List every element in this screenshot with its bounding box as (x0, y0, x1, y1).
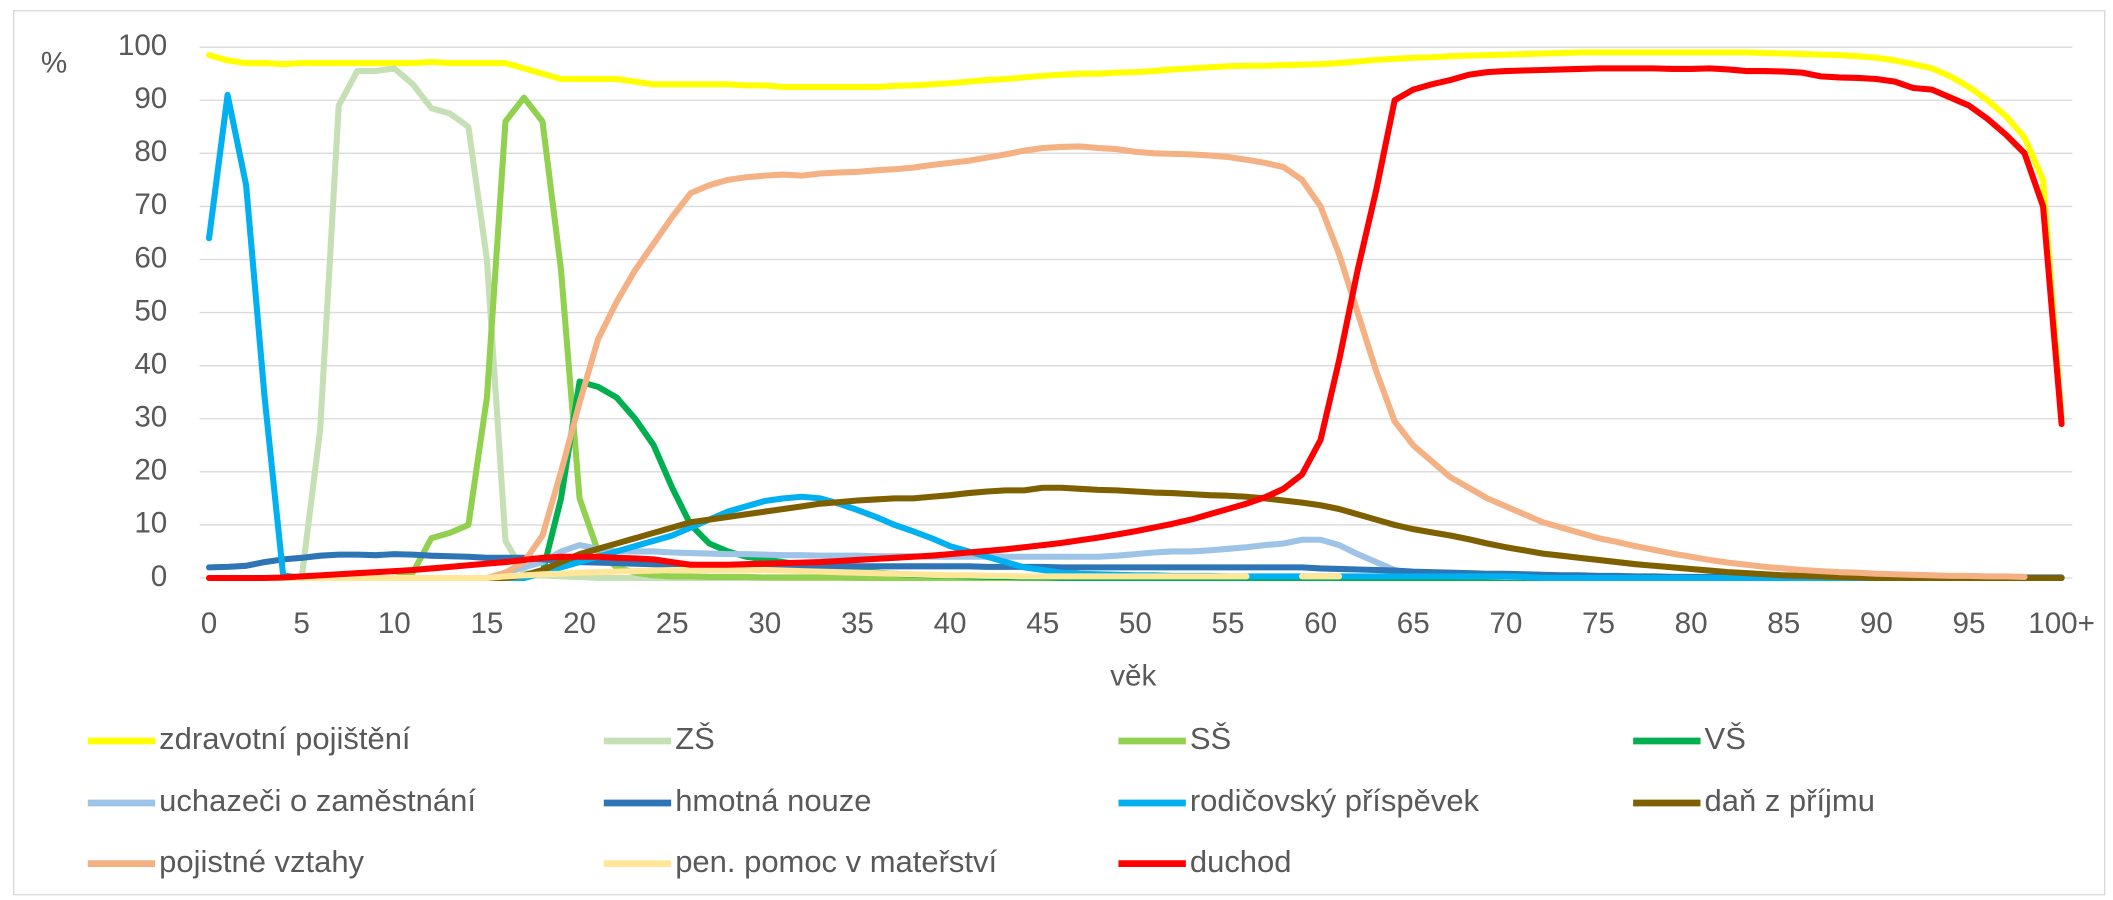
x-tick-label: 25 (656, 607, 689, 640)
y-tick-label: 40 (134, 347, 167, 380)
y-tick-label: 50 (134, 294, 167, 327)
x-tick-label: 70 (1489, 607, 1522, 640)
x-tick-label: 100+ (2028, 607, 2095, 640)
legend-label: ZŠ (675, 721, 715, 756)
legend-label: uchazeči o zaměstnání (159, 783, 476, 818)
legend-label: VŠ (1705, 721, 1746, 756)
y-tick-label: 10 (134, 507, 167, 540)
x-tick-label: 45 (1026, 607, 1059, 640)
x-tick-label: 50 (1119, 607, 1152, 640)
legend-label: rodičovský příspěvek (1190, 783, 1480, 818)
x-tick-label: 90 (1860, 607, 1893, 640)
series-line (206, 143, 2028, 582)
x-tick-label: 85 (1767, 607, 1800, 640)
x-tick-label: 15 (470, 607, 503, 640)
legend-label: hmotná nouze (675, 783, 871, 818)
y-tick-label: 60 (134, 241, 167, 274)
y-tick-label: 70 (134, 188, 167, 221)
chart-border (13, 10, 2106, 896)
x-tick-label: 55 (1211, 607, 1244, 640)
x-tick-label: 75 (1582, 607, 1615, 640)
y-tick-label: 90 (134, 82, 167, 115)
y-tick-label: 100 (118, 29, 167, 62)
x-tick-label: 65 (1397, 607, 1430, 640)
legend-label: SŠ (1190, 721, 1231, 756)
x-tick-label: 95 (1952, 607, 1985, 640)
legend-label: zdravotní pojištění (159, 721, 411, 756)
x-tick-label: 20 (563, 607, 596, 640)
legend-label: daň z příjmu (1705, 783, 1875, 818)
x-tick-label: 10 (378, 607, 411, 640)
y-tick-label: 20 (134, 454, 167, 487)
series-line (206, 49, 2065, 422)
x-axis-label: věk (1110, 660, 1156, 693)
legend-label: pen. pomoc v mateřství (675, 844, 997, 879)
y-tick-label: 80 (134, 135, 167, 168)
series-line (206, 65, 2065, 582)
x-tick-label: 60 (1304, 607, 1337, 640)
legend-label: duchod (1190, 844, 1292, 879)
x-tick-label: 40 (934, 607, 967, 640)
legend-label: pojistné vztahy (159, 844, 364, 879)
x-tick-label: 30 (748, 607, 781, 640)
y-tick-label: 30 (134, 401, 167, 434)
y-unit: % (41, 46, 67, 79)
x-tick-label: 80 (1675, 607, 1708, 640)
series-line (206, 567, 1343, 582)
x-tick-label: 0 (201, 607, 217, 640)
x-tick-label: 35 (841, 607, 874, 640)
x-tick-label: 5 (293, 607, 309, 640)
y-tick-label: 0 (151, 560, 167, 593)
